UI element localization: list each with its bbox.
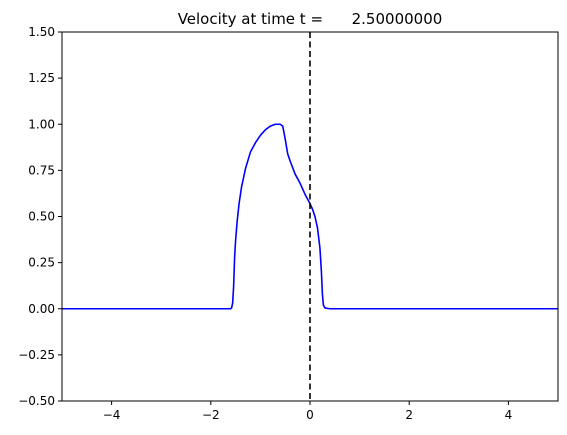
y-tick-label: 1.50 — [28, 25, 55, 39]
x-tick-label: −2 — [202, 408, 220, 422]
y-tick-label: 0.25 — [28, 256, 55, 270]
y-tick-label: 0.50 — [28, 210, 55, 224]
y-tick-label: −0.25 — [18, 348, 55, 362]
x-tick-label: −4 — [103, 408, 121, 422]
x-tick-label: 0 — [306, 408, 314, 422]
y-tick-label: −0.50 — [18, 394, 55, 408]
y-tick-label: 1.00 — [28, 117, 55, 131]
x-tick-label: 4 — [505, 408, 513, 422]
x-tick-label: 2 — [405, 408, 413, 422]
y-tick-label: 0.00 — [28, 302, 55, 316]
series-line-0 — [62, 123, 558, 310]
ticks-layer: −4 −2 0 2 4 −0.50 −0.25 0.00 0.25 0.50 0.75 1.00 1.2… — [18, 25, 512, 422]
y-tick-label: 1.25 — [28, 71, 55, 85]
y-tick-label: 0.75 — [28, 163, 55, 177]
series-layer — [62, 32, 558, 401]
chart-title: Velocity at time t = 2.50000000 — [178, 10, 443, 28]
